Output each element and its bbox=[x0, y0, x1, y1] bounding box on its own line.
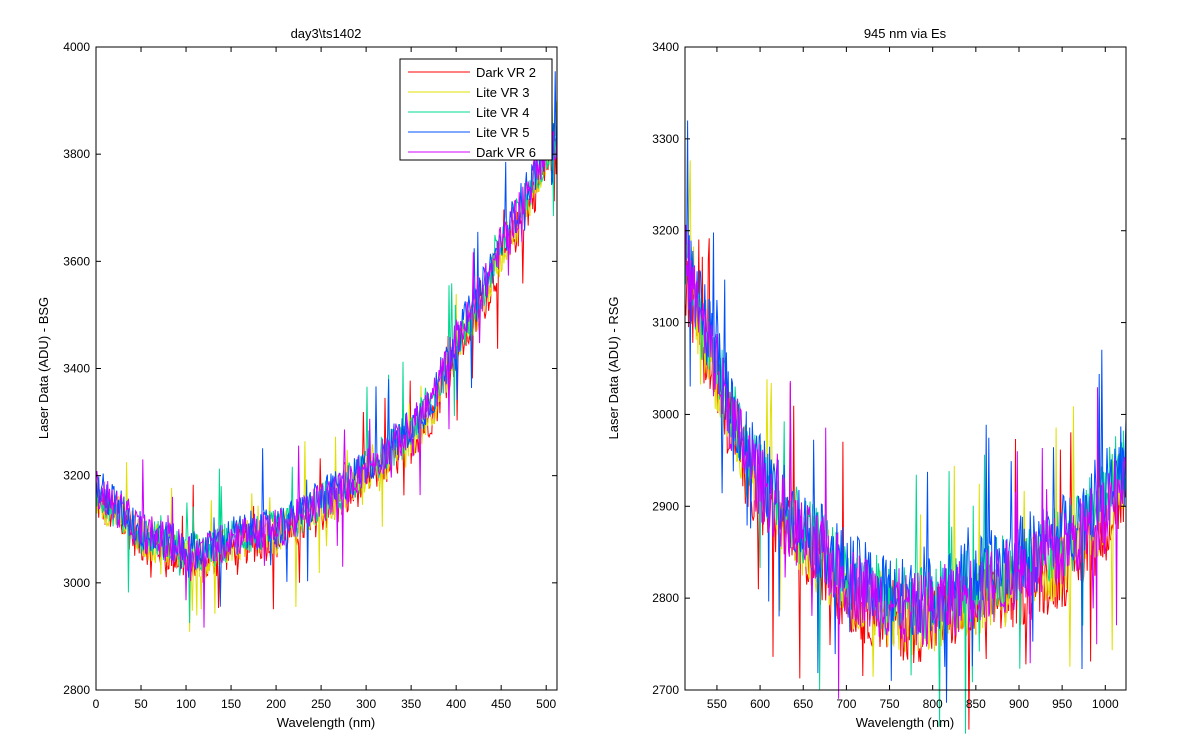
y-tick-label: 3200 bbox=[63, 469, 90, 483]
y-tick-label: 3300 bbox=[652, 132, 679, 146]
y-tick-label: 2900 bbox=[652, 499, 679, 513]
y-tick-label: 2700 bbox=[652, 683, 679, 697]
chart-left: day3\ts1402 Wavelength (nm) Laser Data (… bbox=[36, 26, 558, 730]
x-tick-label: 500 bbox=[536, 697, 556, 711]
y-tick-label: 2800 bbox=[63, 683, 90, 697]
chart-right-xlabel: Wavelength (nm) bbox=[856, 715, 955, 730]
y-tick-label: 4000 bbox=[63, 40, 90, 54]
x-tick-label: 450 bbox=[491, 697, 511, 711]
x-tick-label: 800 bbox=[923, 697, 943, 711]
series-line-dark-vr-6 bbox=[95, 127, 558, 628]
x-tick-label: 300 bbox=[356, 697, 376, 711]
chart-right-title: 945 nm via Es bbox=[864, 26, 947, 41]
y-tick-label: 3400 bbox=[652, 40, 679, 54]
legend-label: Dark VR 2 bbox=[476, 65, 536, 80]
x-tick-label: 750 bbox=[880, 697, 900, 711]
x-tick-label: 350 bbox=[401, 697, 421, 711]
legend-label: Lite VR 3 bbox=[476, 85, 529, 100]
x-tick-label: 200 bbox=[266, 697, 286, 711]
chart-left-ylabel: Laser Data (ADU) - BSG bbox=[36, 297, 51, 439]
x-tick-label: 550 bbox=[707, 697, 727, 711]
y-tick-label: 3000 bbox=[652, 407, 679, 421]
legend-label: Lite VR 4 bbox=[476, 105, 529, 120]
y-tick-label: 3600 bbox=[63, 254, 90, 268]
y-tick-label: 3100 bbox=[652, 316, 679, 330]
x-tick-label: 0 bbox=[93, 697, 100, 711]
x-tick-label: 1000 bbox=[1092, 697, 1119, 711]
y-tick-label: 3000 bbox=[63, 576, 90, 590]
x-tick-label: 950 bbox=[1052, 697, 1072, 711]
chart-right-plot-area: 550 600 650 700 750 800 850 900 950 1000 2700 2800 2… bbox=[652, 40, 1127, 734]
x-tick-label: 100 bbox=[176, 697, 196, 711]
chart-left-legend: Dark VR 2 Lite VR 3 Lite VR 4 Lite VR 5 Dark… bbox=[399, 58, 553, 161]
x-tick-label: 150 bbox=[221, 697, 241, 711]
legend-label: Lite VR 5 bbox=[476, 125, 529, 140]
x-tick-label: 850 bbox=[966, 697, 986, 711]
x-tick-label: 900 bbox=[1009, 697, 1029, 711]
y-tick-label: 2800 bbox=[652, 591, 679, 605]
x-tick-label: 400 bbox=[446, 697, 466, 711]
chart-right-ylabel: Laser Data (ADU) - RSG bbox=[606, 296, 621, 439]
axes-box bbox=[684, 46, 1127, 691]
y-tick-label: 3400 bbox=[63, 362, 90, 376]
x-tick-label: 600 bbox=[750, 697, 770, 711]
y-tick-label: 3200 bbox=[652, 224, 679, 238]
chart-left-title: day3\ts1402 bbox=[291, 26, 362, 41]
x-tick-label: 250 bbox=[311, 697, 331, 711]
legend-label: Dark VR 6 bbox=[476, 145, 536, 160]
series-line-4 bbox=[684, 224, 1127, 699]
chart-right: 945 nm via Es Wavelength (nm) Laser Data… bbox=[606, 26, 1127, 734]
chart-left-xlabel: Wavelength (nm) bbox=[277, 715, 376, 730]
x-tick-label: 50 bbox=[134, 697, 148, 711]
x-tick-label: 650 bbox=[793, 697, 813, 711]
chart-left-plot-area: 0 50 100 150 200 250 300 350 400 450 500 2800 3000 32… bbox=[63, 40, 558, 711]
x-tick-label: 700 bbox=[836, 697, 856, 711]
y-tick-label: 3800 bbox=[63, 147, 90, 161]
legend-box bbox=[399, 58, 553, 161]
